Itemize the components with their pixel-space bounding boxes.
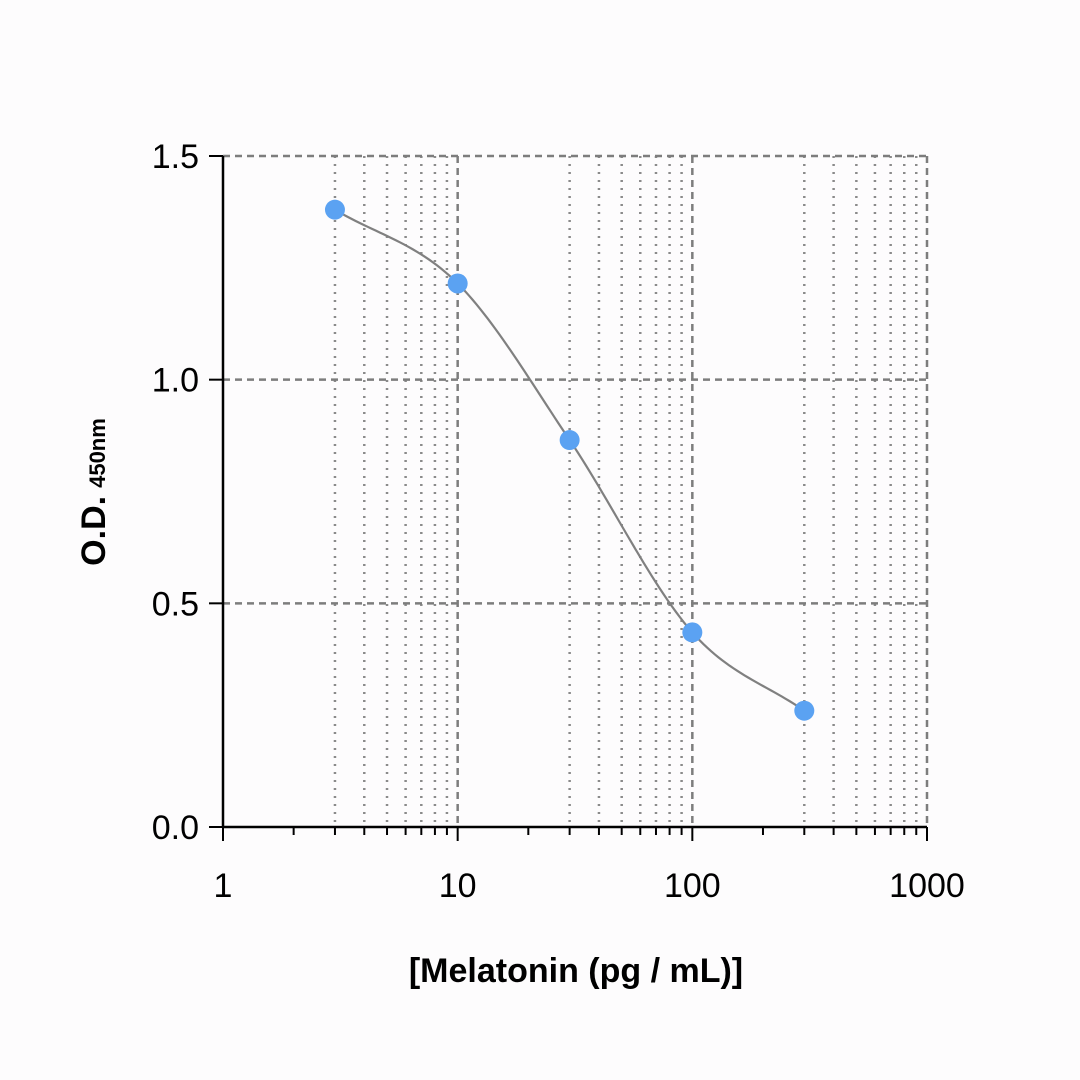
- data-point: [447, 273, 468, 294]
- axes: [221, 156, 927, 829]
- y-axis-title: O.D. 450nm: [75, 418, 113, 566]
- x-axis-title: [Melatonin (pg / mL)]: [409, 952, 743, 990]
- tick-labels: 1 10 100 1000 0.0 0.5 1.0 1.5: [152, 138, 965, 905]
- y-tick-label: 0.0: [152, 809, 199, 847]
- y-tick-label: 1.0: [152, 362, 199, 400]
- x-tick-label: 10: [439, 867, 477, 905]
- y-axis-title-main: O.D.: [75, 496, 113, 566]
- data-point: [794, 700, 815, 721]
- data-point: [682, 622, 703, 643]
- minor-grid: [333, 156, 918, 827]
- y-axis-title-subscript: 450nm: [85, 418, 110, 488]
- x-tick-label: 1000: [889, 867, 965, 905]
- x-tick-label: 1: [214, 867, 233, 905]
- y-tick-label: 1.5: [152, 138, 199, 176]
- ticks: [209, 155, 928, 841]
- y-tick-label: 0.5: [152, 585, 199, 623]
- data-point: [559, 430, 580, 451]
- x-tick-label: 100: [664, 867, 721, 905]
- major-grid: [223, 154, 929, 827]
- data-point: [324, 199, 345, 220]
- data-points: [324, 199, 815, 721]
